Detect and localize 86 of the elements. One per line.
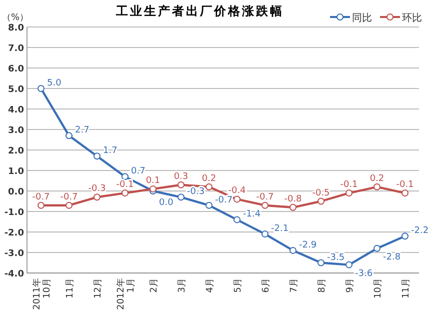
y-tick-label: -3.0: [4, 249, 24, 259]
data-label: -2.1: [271, 224, 289, 234]
point: [374, 244, 380, 252]
y-tick-label: -2.0: [4, 228, 24, 238]
point: [38, 85, 44, 92]
point: [66, 132, 72, 140]
y-tick-label: 2.0: [8, 146, 24, 156]
point: [290, 204, 296, 211]
data-label: -3.6: [355, 268, 373, 279]
data-label: -0.1: [396, 180, 414, 190]
point: [318, 198, 324, 205]
point: [122, 173, 128, 180]
x-tick-label: 11月: [402, 278, 412, 298]
data-label: 1.7: [103, 146, 118, 156]
x-tick-label: 3月: [178, 278, 188, 293]
data-label: 0.2: [202, 174, 216, 184]
point: [290, 246, 296, 254]
y-tick-label: 5.0: [8, 85, 24, 95]
data-label: -0.7: [32, 192, 50, 202]
data-label: 0.2: [370, 174, 384, 184]
point: [94, 152, 100, 160]
point: [262, 230, 268, 238]
data-label: -0.7: [256, 192, 274, 202]
x-tick-label: 2012年 1月: [116, 278, 136, 310]
point: [206, 202, 212, 209]
data-label: -2.9: [299, 240, 317, 250]
y-tick-label: -1.0: [4, 208, 24, 218]
data-label: -0.5: [312, 188, 330, 198]
x-tick-label: 10月: [374, 278, 384, 298]
legend-label: 环比: [402, 12, 422, 24]
y-tick-label: 8.0: [8, 24, 24, 34]
point: [150, 185, 156, 192]
data-label: 0.1: [146, 176, 160, 186]
chart-title: 工业生产者出厂价格涨跌幅: [115, 4, 284, 18]
data-label: 0.0: [159, 198, 174, 208]
point: [94, 194, 100, 201]
x-tick-label: 8月: [318, 278, 328, 293]
x-tick-label: 11月: [66, 278, 76, 298]
data-label: -0.1: [340, 180, 358, 190]
y-tick-label: 6.0: [8, 64, 24, 74]
x-tick-label: 4月: [206, 278, 216, 293]
data-label: -0.4: [228, 186, 246, 196]
x-tick-label: 9月: [346, 278, 356, 293]
point: [318, 259, 324, 266]
y-tick-label: 7.0: [8, 44, 24, 54]
point: [178, 181, 184, 188]
data-label: -2.2: [411, 226, 429, 236]
y-tick-label: 0.0: [8, 188, 24, 198]
point: [122, 190, 128, 197]
point: [402, 190, 408, 197]
data-label: -1.4: [243, 210, 261, 220]
data-label: -3.5: [327, 252, 345, 263]
x-tick-label: 7月: [290, 278, 300, 293]
x-tick-label: 2011年 10月: [32, 278, 52, 310]
point: [346, 261, 352, 268]
data-label: -0.3: [187, 187, 205, 198]
x-tick-label: 5月: [234, 278, 244, 293]
data-label: -0.8: [284, 194, 302, 204]
y-tick-label: -4.0: [4, 270, 24, 280]
data-label: -0.1: [116, 180, 134, 190]
point: [374, 183, 380, 190]
point: [234, 216, 240, 224]
y-tick-label: 4.0: [8, 106, 24, 116]
data-label: 0.7: [131, 166, 146, 177]
y-tick-label: 1.0: [8, 167, 24, 177]
data-label: 2.7: [75, 126, 90, 136]
point: [178, 194, 184, 201]
x-tick-label: 12月: [94, 278, 104, 298]
point: [346, 190, 352, 197]
data-label: -0.7: [215, 195, 233, 206]
x-tick-label: 2月: [150, 278, 160, 293]
data-label: -2.8: [383, 252, 401, 262]
point: [262, 202, 268, 209]
y-axis-title: （%）: [2, 13, 29, 23]
point: [234, 196, 240, 203]
point: [206, 183, 212, 190]
data-label: 5.0: [47, 78, 62, 88]
data-label: 0.3: [174, 172, 188, 182]
data-label: -0.3: [88, 184, 106, 194]
point: [38, 202, 44, 209]
y-tick-label: 3.0: [8, 126, 24, 136]
point: [402, 232, 408, 240]
legend-label: 同比: [352, 12, 372, 24]
point: [66, 202, 72, 209]
data-label: -0.7: [60, 192, 78, 202]
x-tick-label: 6月: [262, 278, 272, 293]
